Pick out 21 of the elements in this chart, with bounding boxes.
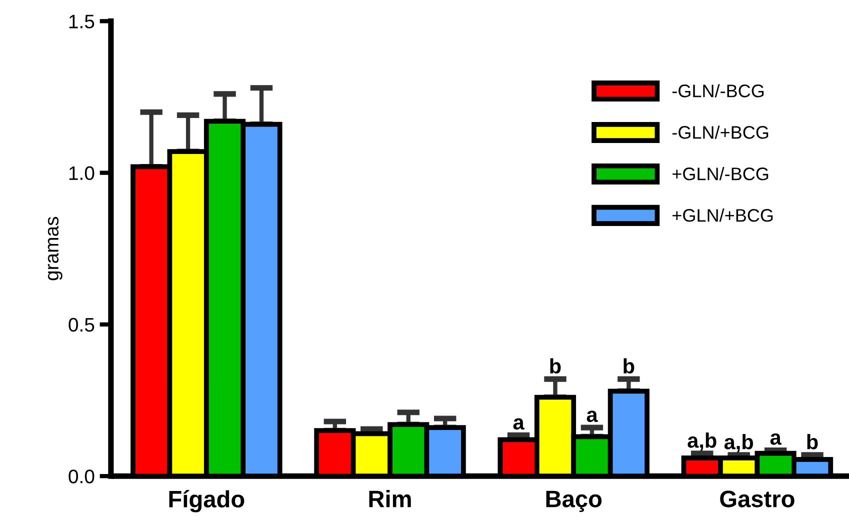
legend-label: +GLN/-BCG — [672, 167, 768, 180]
x-tick-label: Fígado — [169, 490, 244, 512]
y-tick-label: 0.0 — [68, 470, 94, 484]
legend-label: -GLN/+BCG — [672, 126, 768, 139]
y-tick-label: 1.5 — [69, 14, 94, 28]
x-tick-label: Rim — [369, 490, 411, 508]
data-label: b — [624, 358, 634, 374]
data-label: a — [770, 433, 782, 445]
data-label: b — [807, 434, 818, 450]
data-label: b — [550, 358, 561, 374]
legend-label: -GLN/-BCG — [672, 84, 764, 98]
data-label: a — [586, 410, 598, 422]
data-label: a — [513, 418, 524, 430]
y-tick-label: 0.5 — [68, 318, 94, 332]
data-label: a,b — [724, 434, 754, 452]
x-tick-label: Baço — [546, 490, 602, 512]
data-label: a,b — [688, 432, 716, 451]
y-axis-title: gramas — [48, 216, 62, 280]
y-tick-label: 1.0 — [69, 166, 94, 180]
x-tick-label: Gastro — [720, 490, 794, 508]
legend-label: +GLN/+BCG — [672, 208, 773, 222]
